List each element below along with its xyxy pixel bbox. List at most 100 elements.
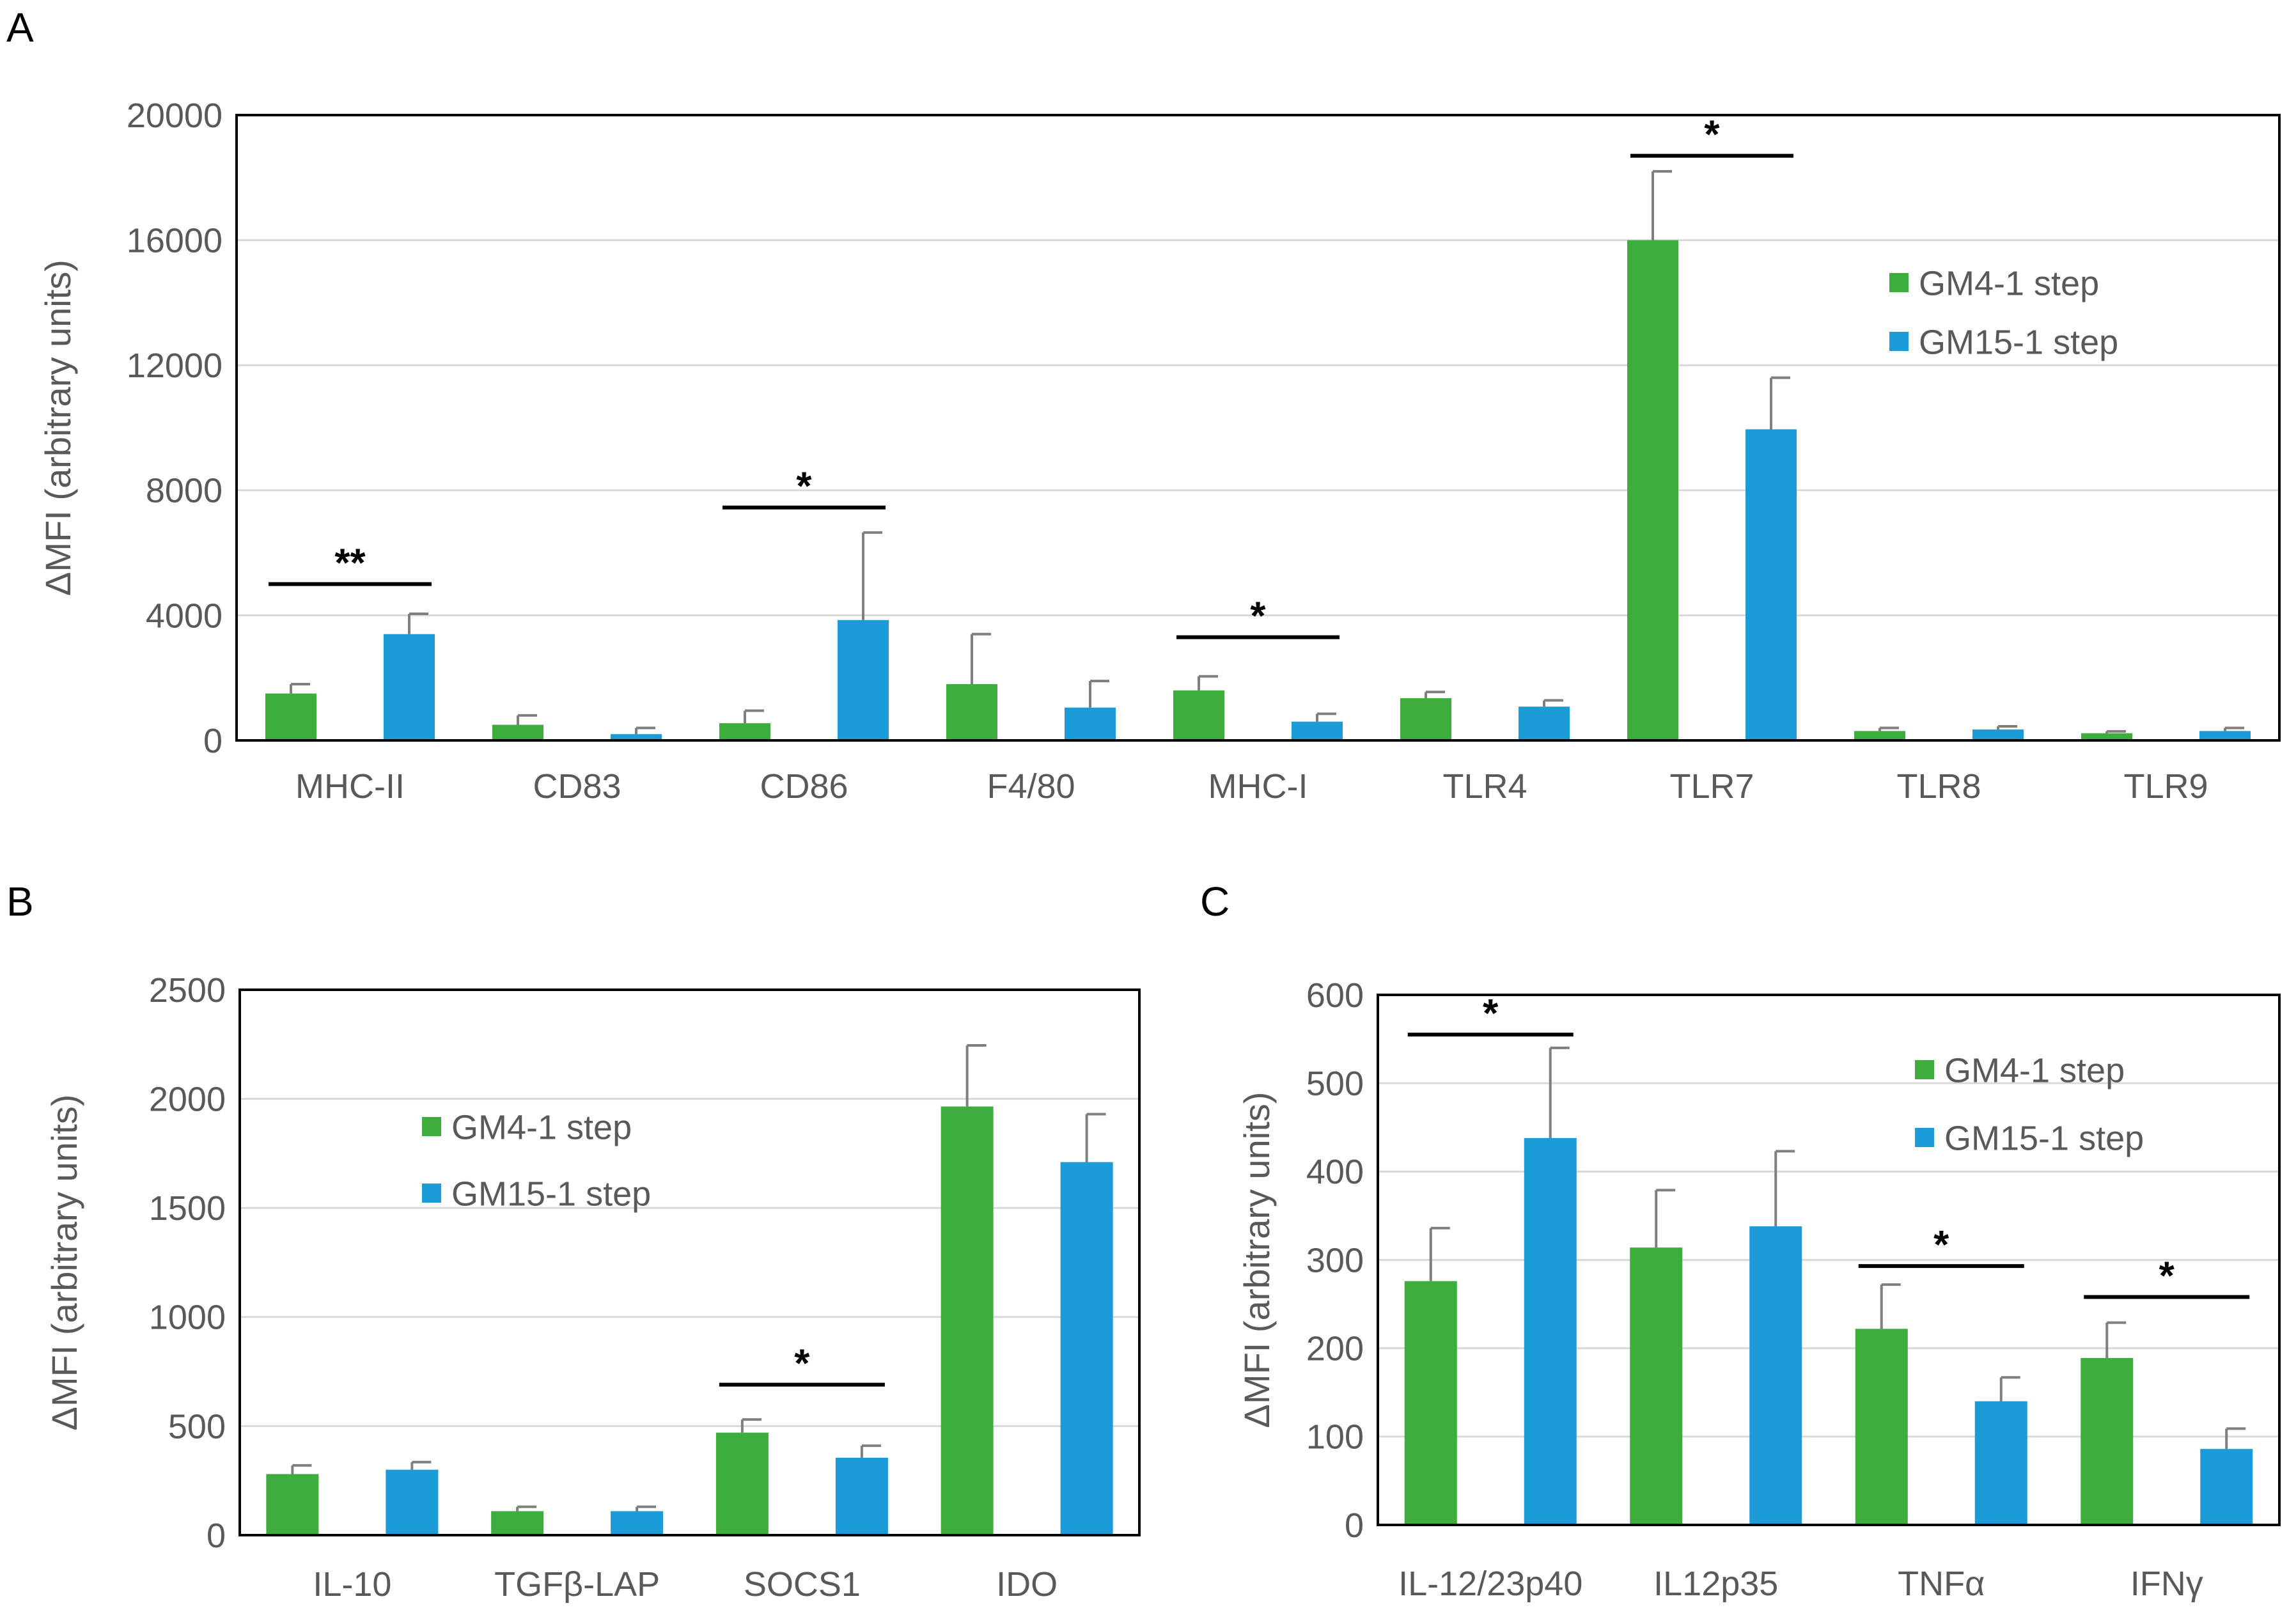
a-bar-tlr4-gm4 <box>1400 698 1451 740</box>
a-category-label-tlr9: TLR9 <box>2123 767 2208 806</box>
b-legend-swatch-gm15 <box>422 1183 441 1203</box>
c-bar-il12p35-gm4 <box>1630 1247 1683 1525</box>
a-y-tick-label: 4000 <box>146 597 223 635</box>
a-category-label-tlr8: TLR8 <box>1896 767 1981 806</box>
b-bar-socs1-gm15 <box>835 1457 888 1535</box>
a-significance-marker-mhc-i: * <box>1250 595 1266 639</box>
a-legend-swatch-gm4 <box>1889 273 1909 292</box>
a-significance-marker-cd86: * <box>796 465 812 509</box>
a-bar-tlr9-gm15 <box>2199 731 2251 740</box>
c-significance-marker-il-12-23p40: * <box>1483 992 1499 1036</box>
a-y-tick-label: 20000 <box>127 97 223 135</box>
c-legend-swatch-gm15 <box>1915 1128 1934 1147</box>
b-y-tick-label: 0 <box>207 1517 226 1555</box>
a-bar-tlr8-gm15 <box>1972 729 2024 740</box>
b-category-label-tgf-lap: TGFβ-LAP <box>494 1565 660 1604</box>
a-bar-cd86-gm4 <box>719 723 770 740</box>
a-category-label-mhc-i: MHC-I <box>1208 767 1308 806</box>
b-y-tick-label: 500 <box>168 1407 226 1446</box>
c-y-tick-label: 100 <box>1306 1418 1364 1457</box>
b-bar-il-10-gm4 <box>266 1474 319 1535</box>
c-legend-swatch-gm4 <box>1915 1060 1934 1079</box>
c-y-tick-label: 0 <box>1345 1506 1364 1545</box>
a-bar-mhc-i-gm15 <box>1292 721 1343 740</box>
a-bar-mhc-ii-gm4 <box>265 693 316 740</box>
a-legend-label-gm4: GM4-1 step <box>1919 264 2099 302</box>
b-category-label-socs1: SOCS1 <box>744 1565 861 1604</box>
a-bar-tlr9-gm4 <box>2081 733 2132 740</box>
b-legend-label-gm15: GM15-1 step <box>451 1175 651 1213</box>
b-category-label-ido: IDO <box>996 1565 1058 1604</box>
a-bar-tlr8-gm4 <box>1854 731 1905 740</box>
b-bar-ido-gm15 <box>1060 1162 1113 1535</box>
a-category-label-tlr7: TLR7 <box>1669 767 1754 806</box>
c-y-tick-label: 200 <box>1306 1330 1364 1368</box>
c-bar-ifn-gm15 <box>2200 1449 2253 1525</box>
a-y-tick-label: 8000 <box>146 472 223 510</box>
a-legend-label-gm15: GM15-1 step <box>1919 323 2118 361</box>
c-bar-tnf-gm4 <box>1855 1329 1908 1525</box>
b-y-tick-label: 1500 <box>149 1189 226 1228</box>
a-bar-cd83-gm4 <box>492 724 543 740</box>
c-bar-il-12-23p40-gm15 <box>1524 1137 1577 1525</box>
c-significance-marker-tnf: * <box>1933 1223 1949 1267</box>
a-bar-tlr7-gm15 <box>1745 429 1797 740</box>
b-significance-marker-socs1: * <box>794 1342 810 1386</box>
panel-a-chart: 0 4000 8000 12000 16000 20000 ΔMFI (arbitrary … <box>38 97 2281 806</box>
c-bar-il-12-23p40-gm4 <box>1404 1281 1457 1525</box>
b-bar-tgf-lap-gm4 <box>491 1511 544 1535</box>
c-y-tick-label: 600 <box>1306 976 1364 1015</box>
b-plot-frame <box>238 988 1141 1536</box>
a-bar-mhc-ii-gm15 <box>384 634 435 740</box>
a-bar-tlr7-gm4 <box>1627 240 1678 741</box>
c-bar-ifn-gm4 <box>2081 1357 2134 1525</box>
b-category-label-il-10: IL-10 <box>313 1565 391 1604</box>
b-bar-il-10-gm15 <box>386 1469 439 1535</box>
c-legend-label-gm15: GM15-1 step <box>1944 1119 2144 1157</box>
panel-b-chart: 0 500 1000 1500 2000 2500 ΔMFI (arbitrary unit… <box>44 971 1141 1604</box>
b-y-axis-label: ΔMFI (arbitrary units) <box>44 1095 84 1431</box>
panel-label-c: C <box>1200 879 1230 925</box>
a-bar-f4-80-gm15 <box>1065 707 1116 740</box>
a-y-tick-label: 0 <box>203 722 223 760</box>
c-bar-tnf-gm15 <box>1974 1401 2027 1525</box>
b-bar-tgf-lap-gm15 <box>611 1511 664 1535</box>
c-category-label-il12p35: IL12p35 <box>1653 1565 1778 1603</box>
b-bar-socs1-gm4 <box>715 1432 769 1535</box>
panel-c-chart: 0 100 200 300 400 500 600 ΔMFI (arbitrary units… <box>1237 976 2281 1603</box>
a-bar-tlr4-gm15 <box>1519 707 1570 740</box>
a-bar-f4-80-gm4 <box>946 684 997 740</box>
b-y-tick-label: 2500 <box>149 971 226 1010</box>
c-category-label-il-12-23p40: IL-12/23p40 <box>1398 1565 1582 1603</box>
c-y-tick-label: 500 <box>1306 1065 1364 1103</box>
a-category-label-cd86: CD86 <box>760 767 848 806</box>
c-y-axis-label: ΔMFI (arbitrary units) <box>1237 1092 1277 1428</box>
c-legend-label-gm4: GM4-1 step <box>1944 1051 2125 1090</box>
c-y-tick-label: 300 <box>1306 1241 1364 1279</box>
a-category-label-mhc-ii: MHC-II <box>295 767 405 806</box>
a-category-label-f4-80: F4/80 <box>987 767 1075 806</box>
b-y-tick-label: 2000 <box>149 1081 226 1119</box>
b-bar-ido-gm4 <box>941 1106 994 1535</box>
a-bar-cd83-gm15 <box>611 734 662 740</box>
c-bar-il12p35-gm15 <box>1749 1226 1802 1525</box>
b-y-tick-label: 1000 <box>149 1299 226 1337</box>
c-significance-marker-ifn: * <box>2159 1254 2175 1299</box>
panel-label-a: A <box>6 4 34 51</box>
a-y-tick-label: 12000 <box>127 347 223 385</box>
b-legend-label-gm4: GM4-1 step <box>451 1108 632 1146</box>
a-category-label-cd83: CD83 <box>533 767 621 806</box>
a-bar-mhc-i-gm4 <box>1173 690 1224 740</box>
a-bar-cd86-gm15 <box>838 620 889 740</box>
c-y-tick-label: 400 <box>1306 1153 1364 1191</box>
a-legend-swatch-gm15 <box>1889 332 1909 351</box>
b-legend-swatch-gm4 <box>422 1117 441 1136</box>
a-y-tick-label: 16000 <box>127 222 223 260</box>
a-significance-marker-tlr7: * <box>1704 113 1720 157</box>
a-category-label-tlr4: TLR4 <box>1442 767 1527 806</box>
a-plot-frame <box>235 114 2281 742</box>
a-significance-marker-mhc-ii: ** <box>334 542 366 586</box>
a-y-axis-label: ΔMFI (arbitrary units) <box>38 260 78 596</box>
